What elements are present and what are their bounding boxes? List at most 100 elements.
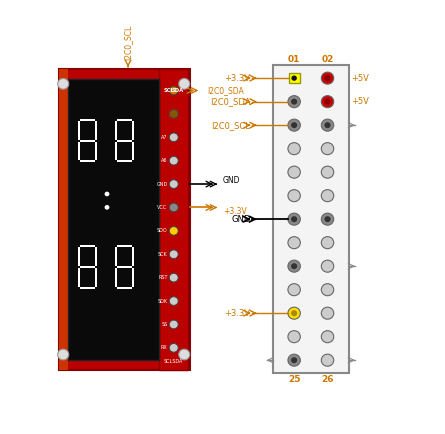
Bar [117, 140, 132, 141]
Bar [78, 247, 81, 266]
Circle shape [321, 260, 334, 272]
Text: SCK: SCK [158, 252, 167, 257]
Circle shape [324, 99, 331, 105]
Circle shape [321, 237, 334, 249]
Text: RX: RX [161, 345, 167, 350]
Circle shape [321, 95, 334, 108]
Circle shape [288, 119, 300, 131]
Circle shape [169, 297, 178, 306]
Bar [59, 69, 190, 370]
Text: RST: RST [158, 275, 167, 280]
Text: VCC: VCC [158, 205, 167, 210]
Circle shape [321, 307, 334, 319]
Circle shape [321, 166, 334, 178]
Bar [68, 79, 159, 359]
Text: +3.3V: +3.3V [223, 207, 247, 216]
Bar [115, 268, 117, 286]
Circle shape [288, 331, 300, 343]
Bar [59, 69, 68, 370]
Bar [132, 121, 134, 140]
Bar [115, 141, 117, 160]
Text: +5V: +5V [352, 97, 369, 106]
Bar [81, 140, 95, 141]
Circle shape [105, 192, 109, 196]
Circle shape [324, 75, 331, 81]
Text: I2C0_SCL: I2C0_SCL [212, 121, 251, 130]
Bar [78, 268, 81, 286]
Circle shape [169, 320, 178, 329]
Circle shape [321, 354, 334, 366]
Text: A7: A7 [161, 135, 167, 140]
Bar [117, 286, 132, 289]
Circle shape [291, 99, 297, 105]
Text: GND: GND [156, 181, 167, 187]
Bar [78, 141, 81, 160]
Circle shape [169, 180, 178, 188]
Text: SDO: SDO [157, 228, 167, 233]
Bar [132, 268, 134, 286]
Circle shape [169, 343, 178, 352]
Text: 25: 25 [288, 375, 300, 384]
Circle shape [291, 357, 297, 363]
Circle shape [321, 119, 334, 131]
Circle shape [58, 349, 69, 360]
Circle shape [321, 72, 334, 84]
Text: I2C0_SCL: I2C0_SCL [124, 25, 133, 60]
Circle shape [169, 250, 178, 259]
Circle shape [288, 95, 300, 108]
Circle shape [288, 307, 300, 319]
Circle shape [324, 216, 331, 222]
Circle shape [169, 133, 178, 141]
Circle shape [58, 79, 69, 89]
Circle shape [291, 216, 297, 222]
Circle shape [288, 260, 300, 272]
Text: 26: 26 [321, 375, 334, 384]
Circle shape [169, 273, 178, 282]
Circle shape [288, 354, 300, 366]
Bar [81, 119, 95, 121]
Circle shape [169, 203, 178, 212]
Text: 01: 01 [288, 55, 300, 64]
Circle shape [321, 143, 334, 155]
Text: +3.3V: +3.3V [224, 74, 251, 82]
Circle shape [291, 76, 297, 81]
Circle shape [291, 122, 297, 128]
Circle shape [288, 284, 300, 296]
Text: SCL: SCL [164, 88, 175, 93]
Bar [159, 69, 188, 370]
Bar [289, 73, 299, 83]
Circle shape [169, 86, 178, 95]
Bar [81, 245, 95, 247]
Bar [95, 141, 97, 160]
Text: SCLSDA: SCLSDA [164, 358, 183, 364]
Bar [81, 266, 95, 268]
Circle shape [288, 190, 300, 202]
Circle shape [288, 143, 300, 155]
Text: +5V: +5V [352, 74, 369, 82]
Circle shape [288, 213, 300, 225]
Text: GND: GND [223, 176, 240, 184]
Bar [117, 119, 132, 121]
Text: SS: SS [161, 322, 167, 327]
Circle shape [169, 227, 178, 235]
Circle shape [321, 213, 334, 225]
Text: +3.3V: +3.3V [224, 309, 251, 318]
Circle shape [321, 190, 334, 202]
Text: A6: A6 [161, 158, 167, 163]
Bar [115, 121, 117, 140]
Text: GND: GND [231, 215, 251, 224]
Circle shape [324, 122, 331, 128]
Bar [117, 160, 132, 162]
Bar [273, 66, 349, 373]
Circle shape [291, 310, 297, 316]
Circle shape [288, 237, 300, 249]
Circle shape [321, 331, 334, 343]
Bar [81, 286, 95, 289]
Bar [95, 247, 97, 266]
Circle shape [179, 349, 190, 360]
Text: I2C0_SDA: I2C0_SDA [207, 86, 244, 95]
Bar [132, 247, 134, 266]
Bar [115, 247, 117, 266]
Circle shape [105, 205, 109, 210]
Bar [117, 266, 132, 268]
